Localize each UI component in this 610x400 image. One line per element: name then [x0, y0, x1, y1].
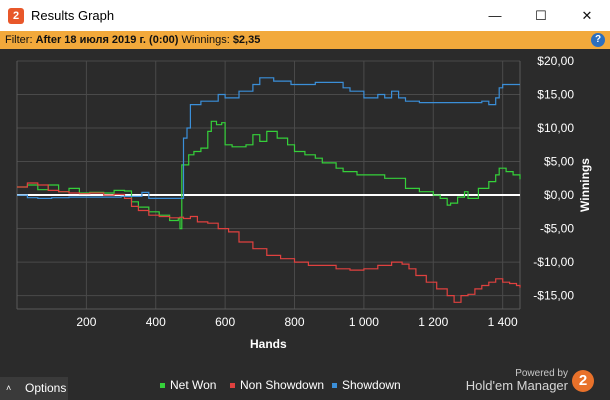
help-icon[interactable]: ?	[591, 33, 605, 47]
x-tick-label: 1 200	[418, 315, 448, 329]
y-tick-label: $0,00	[544, 188, 574, 202]
y-tick-label: $20,00	[537, 54, 574, 68]
y-tick-label: $10,00	[537, 121, 574, 135]
app-logo-icon: 2	[8, 8, 24, 24]
filter-bar: Filter: After 18 июля 2019 г. (0:00) Win…	[0, 31, 610, 49]
title-bar: 2 Results Graph — ☐ ✕	[0, 0, 610, 31]
filter-prefix: Filter:	[5, 34, 33, 46]
results-chart: 200 400 600 800 1 000 1 200 1 400 $20,00 $15,00 $…	[0, 49, 610, 400]
series-line-net-won	[17, 120, 521, 230]
options-button[interactable]: ˄ Options	[0, 377, 68, 400]
brand-name: Hold'em Manager	[465, 378, 568, 393]
legend-net-won[interactable]: Net Won	[160, 378, 216, 392]
series-line-showdown	[17, 77, 520, 199]
winnings-value: $2,35	[232, 34, 261, 46]
y-tick-label: -$5,00	[540, 222, 574, 236]
y-tick-label: $5,00	[544, 155, 574, 169]
y-axis-title: Winnings	[578, 158, 592, 212]
legend-showdown[interactable]: Showdown	[332, 378, 401, 392]
x-tick-label: 1 400	[488, 315, 518, 329]
hm2-logo-icon: 2	[572, 370, 594, 392]
chart-svg: 200 400 600 800 1 000 1 200 1 400 $20,00 $15,00 $…	[16, 54, 592, 329]
powered-by-text: Powered by	[515, 368, 568, 379]
x-tick-label: 200	[76, 315, 96, 329]
x-tick-label: 400	[146, 315, 166, 329]
x-tick-label: 600	[215, 315, 235, 329]
options-label: Options	[25, 381, 67, 395]
window-title: Results Graph	[31, 8, 115, 23]
filter-value: After 18 июля 2019 г. (0:00)	[35, 34, 179, 46]
chevron-up-icon: ˄	[6, 383, 12, 393]
legend-swatch	[160, 383, 165, 389]
winnings-label: Winnings:	[181, 34, 230, 46]
y-tick-label: -$15,00	[533, 289, 574, 303]
x-axis-title: Hands	[250, 337, 287, 351]
y-tick-label: $15,00	[537, 88, 574, 102]
plot-area	[17, 61, 520, 309]
x-tick-label: 800	[285, 315, 305, 329]
legend-swatch	[230, 383, 235, 389]
y-tick-label: -$10,00	[533, 255, 574, 269]
close-button[interactable]: ✕	[581, 8, 593, 23]
series-line-non-showdown	[17, 182, 521, 303]
minimize-button[interactable]: —	[488, 8, 502, 23]
maximize-button[interactable]: ☐	[535, 8, 547, 23]
legend-non-showdown[interactable]: Non Showdown	[230, 378, 324, 392]
legend-swatch	[332, 383, 337, 389]
x-tick-label: 1 000	[349, 315, 379, 329]
